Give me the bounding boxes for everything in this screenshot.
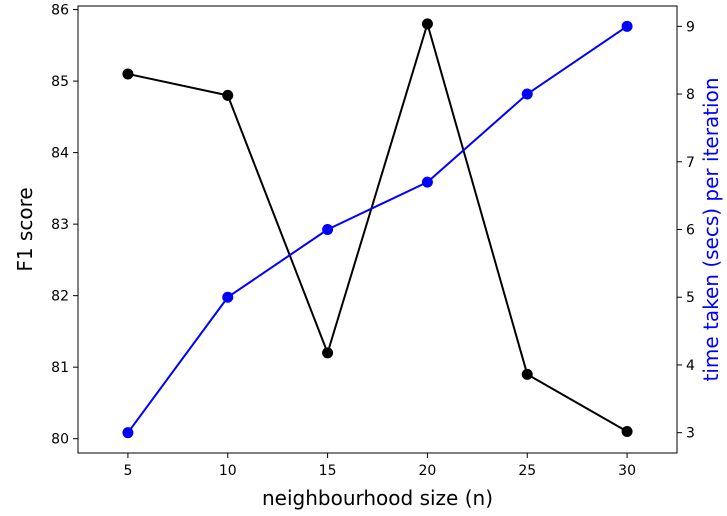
- y-right-tick-label: 8: [686, 87, 695, 103]
- x-tick-label: 25: [518, 463, 536, 479]
- series-point-f1: [421, 18, 433, 30]
- x-tick-label: 10: [219, 463, 237, 479]
- series-point-time: [222, 291, 234, 303]
- plot-points: [122, 18, 633, 439]
- x-axis-ticks: 5 10 15 20 25 30: [123, 453, 636, 479]
- x-tick-label: 15: [319, 463, 337, 479]
- y-axis-right-ticks: 3 4 5 6 7 8 9: [677, 19, 695, 442]
- series-point-time: [521, 88, 533, 100]
- y-left-tick-label: 83: [51, 217, 69, 233]
- x-tick-label: 20: [419, 463, 437, 479]
- y-left-tick-label: 84: [51, 146, 69, 162]
- plot-frame: [77, 5, 678, 454]
- series-point-time: [621, 20, 633, 32]
- y-left-tick-label: 81: [51, 360, 69, 376]
- series-point-f1: [322, 347, 334, 359]
- plot-lines: [127, 22, 628, 434]
- y-right-tick-label: 4: [686, 358, 695, 374]
- y-axis-right-title: time taken (secs) per iteration: [699, 77, 723, 381]
- y-axis-left-title: F1 score: [13, 187, 37, 271]
- series-point-f1: [621, 426, 633, 438]
- x-tick-label: 30: [618, 463, 636, 479]
- series-point-f1: [122, 68, 134, 80]
- series-point-time: [421, 176, 433, 188]
- series-point-time: [322, 224, 334, 235]
- y-axis-left-ticks: 80 81 82 83 84 85 86: [51, 3, 78, 448]
- y-right-tick-label: 5: [686, 290, 695, 306]
- series-point-f1: [222, 89, 234, 101]
- series-point-time: [122, 427, 134, 439]
- y-right-tick-label: 3: [686, 426, 695, 442]
- x-axis-title: neighbourhood size (n): [262, 486, 493, 510]
- series-point-f1: [521, 368, 533, 380]
- series-line-f1: [127, 22, 628, 433]
- y-right-tick-label: 6: [686, 223, 695, 239]
- y-left-tick-label: 86: [51, 3, 69, 19]
- x-tick-label: 5: [123, 463, 132, 479]
- y-right-tick-label: 7: [686, 155, 695, 171]
- y-left-tick-label: 85: [51, 74, 69, 90]
- y-right-tick-label: 9: [686, 19, 695, 35]
- y-left-tick-label: 80: [51, 432, 69, 448]
- series-line-time: [127, 25, 628, 434]
- y-left-tick-label: 82: [51, 289, 69, 305]
